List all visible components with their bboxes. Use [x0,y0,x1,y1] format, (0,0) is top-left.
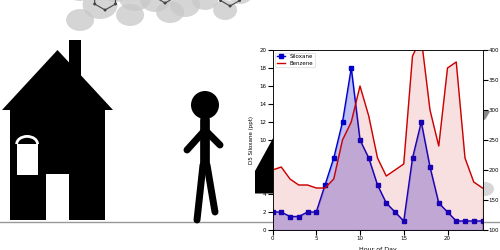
Polygon shape [255,135,420,194]
Legend: Siloxane, Benzene: Siloxane, Benzene [276,53,315,67]
Circle shape [376,202,390,216]
Ellipse shape [437,179,457,195]
Polygon shape [16,144,38,175]
Polygon shape [2,50,113,110]
Ellipse shape [213,0,237,20]
Text: D5-EMTR: D5-EMTR [320,198,355,207]
Ellipse shape [66,9,94,31]
Ellipse shape [116,4,144,26]
Polygon shape [293,138,397,168]
Circle shape [370,195,398,223]
Circle shape [93,2,96,6]
Ellipse shape [463,176,483,192]
Polygon shape [46,174,69,220]
Ellipse shape [156,1,184,23]
Ellipse shape [228,0,252,4]
Circle shape [114,2,117,6]
Circle shape [337,140,355,158]
Ellipse shape [140,0,170,12]
Circle shape [281,202,295,216]
Ellipse shape [424,187,442,201]
Ellipse shape [100,0,130,2]
Polygon shape [10,110,105,220]
Circle shape [191,91,219,119]
FancyArrowPatch shape [473,112,488,156]
Polygon shape [69,40,81,85]
Circle shape [238,0,241,2]
Ellipse shape [476,182,494,196]
Circle shape [219,0,222,2]
Circle shape [104,8,106,12]
Y-axis label: D5 Siloxane (ppt): D5 Siloxane (ppt) [248,116,254,164]
Ellipse shape [451,184,469,198]
Ellipse shape [119,0,151,11]
Circle shape [274,195,302,223]
Circle shape [228,4,232,8]
Ellipse shape [82,0,118,19]
Circle shape [164,2,166,4]
X-axis label: Hour of Day: Hour of Day [358,247,397,250]
Ellipse shape [170,0,200,17]
Polygon shape [280,135,400,171]
Polygon shape [336,156,356,174]
Ellipse shape [64,0,96,1]
Ellipse shape [192,0,218,10]
